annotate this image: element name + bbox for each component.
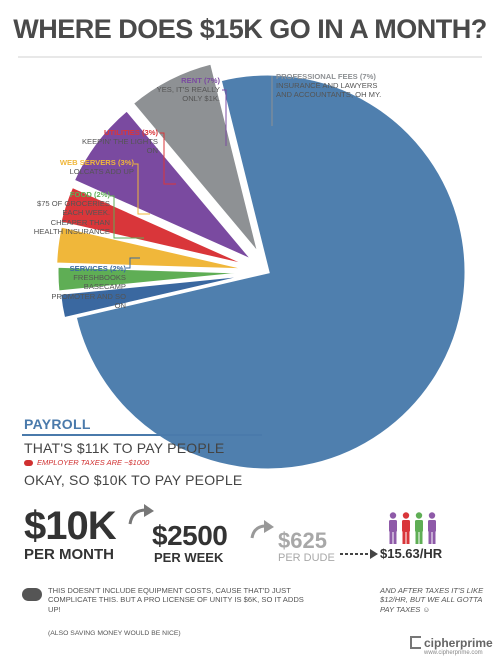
page-title: WHERE DOES $15K GO IN A MONTH? <box>13 14 487 44</box>
pie-slice-web <box>54 224 254 272</box>
payroll-divider <box>22 434 262 436</box>
label-food-head: FOOD (2%) <box>69 190 110 199</box>
label-utilities: UTILITIES (3%) KEEPIN' THE LIGHTS ON <box>70 128 158 156</box>
tax-note-text: EMPLOYER TAXES ARE ~$1000 <box>37 458 150 467</box>
label-util-head: UTILITIES (3%) <box>103 128 158 137</box>
person-icon <box>428 512 436 544</box>
after-tax-note: AND AFTER TAXES IT'S LIKE $12/HR, BUT WE… <box>380 586 484 614</box>
label-professional-fees: PROFESSIONAL FEES (7%) INSURANCE AND LAW… <box>276 72 386 100</box>
tax-note: EMPLOYER TAXES ARE ~$1000 <box>24 458 149 467</box>
label-rent: RENT (7%) YES, IT'S REALLY ONLY $1K. <box>140 76 220 104</box>
week-label: PER WEEK <box>154 550 224 565</box>
payroll-title: PAYROLL <box>24 416 91 432</box>
payroll-line-1: THAT'S $11K TO PAY PEOPLE <box>24 440 225 456</box>
pie-slice-utilities <box>58 184 254 269</box>
person-icon <box>415 512 423 544</box>
label-serv-body: FRESHBOOKS BASECAMP PROMOTER AND SO ON <box>51 273 126 310</box>
label-services: SERVICES (2%) FRESHBOOKS BASECAMP PROMOT… <box>50 264 126 310</box>
pie-slice-food <box>55 264 256 294</box>
hourly-rate: $15.63/HR <box>380 546 443 561</box>
payroll-line-2: OKAY, SO $10K TO PAY PEOPLE <box>24 472 243 488</box>
footer-small-note: (ALSO SAVING MONEY WOULD BE NICE) <box>48 630 181 637</box>
pie-slice-payroll <box>73 72 468 472</box>
pie-slice-professional <box>130 61 261 257</box>
label-connector-line <box>126 257 140 269</box>
label-food: FOOD (2%) $75 OF GROCERIES EACH WEEK. CH… <box>24 190 110 236</box>
label-connector-line <box>134 163 150 215</box>
speech-bubble-icon <box>24 460 33 467</box>
week-value: $2500 <box>152 520 228 551</box>
label-web-head: WEB SERVERS (3%) <box>59 158 134 167</box>
month-label: PER MONTH <box>24 546 114 563</box>
curved-arrow-icon-2 <box>250 520 274 539</box>
brand-url: www.cipherprime.com <box>424 650 483 656</box>
label-web-body: LOLCATS ADD UP <box>69 167 134 177</box>
label-connector-line <box>222 89 227 146</box>
month-value: $10K <box>24 504 117 548</box>
cloud-icon <box>22 588 42 601</box>
brand-logo-icon <box>410 636 421 649</box>
label-prof-body: INSURANCE AND LAWYERS AND ACCOUNTANTS, O… <box>276 81 382 100</box>
person-icon <box>402 512 410 544</box>
label-food-body: $75 OF GROCERIES EACH WEEK. CHEAPER THAN… <box>33 199 110 236</box>
footer-note: THIS DOESN'T INCLUDE EQUIPMENT COSTS, CA… <box>48 586 304 614</box>
pie-slice-rent <box>71 107 256 263</box>
dotted-arrow-icon <box>340 549 378 559</box>
label-rent-body: YES, IT'S REALLY ONLY $1K. <box>156 85 220 104</box>
label-prof-head: PROFESSIONAL FEES (7%) <box>276 72 376 81</box>
label-connector-line <box>110 195 144 239</box>
person-icon <box>389 512 397 544</box>
label-web-servers: WEB SERVERS (3%) LOLCATS ADD UP <box>44 158 134 176</box>
brand-name: cipherprime <box>424 636 493 650</box>
dude-value: $625 <box>278 528 327 553</box>
curved-arrow-icon <box>128 504 154 525</box>
label-rent-head: RENT (7%) <box>181 76 220 85</box>
label-connector-line <box>160 132 176 185</box>
pie-slice-services <box>57 272 257 321</box>
label-util-body: KEEPIN' THE LIGHTS ON <box>81 137 158 156</box>
title-divider <box>18 56 482 58</box>
dude-label: PER DUDE <box>278 552 335 564</box>
label-serv-head: SERVICES (2%) <box>69 264 126 273</box>
